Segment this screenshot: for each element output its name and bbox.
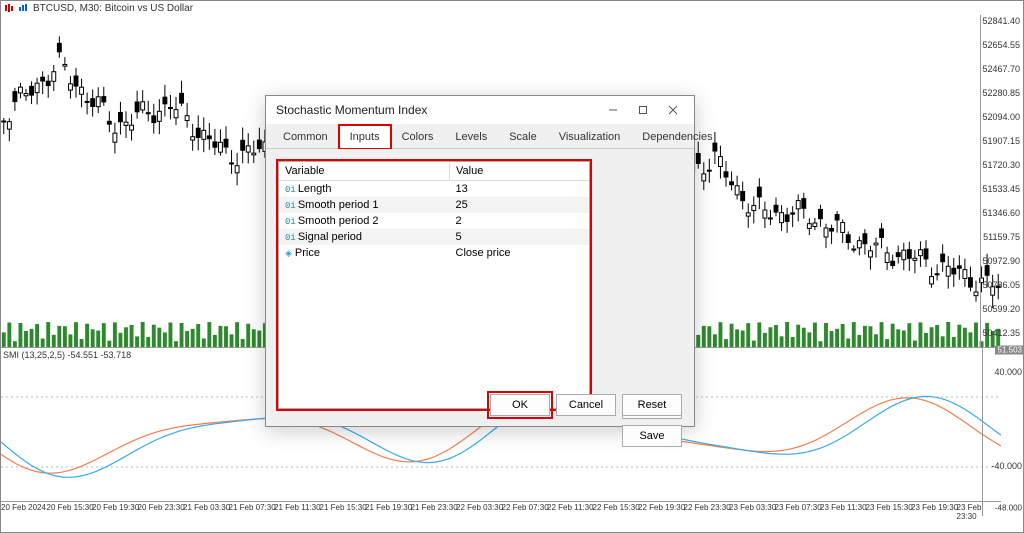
price-axis-current: 51.503 (995, 346, 1024, 355)
time-axis-label: 20 Feb 23:30 (138, 503, 185, 512)
close-button[interactable] (658, 99, 688, 121)
tab-visualization[interactable]: Visualization (548, 125, 632, 149)
time-axis-label: 21 Feb 15:30 (320, 503, 367, 512)
chart-title: BTCUSD, M30: Bitcoin vs US Dollar (33, 3, 193, 14)
time-axis-label: 23 Feb 15:30 (866, 503, 913, 512)
time-axis: 20 Feb 202420 Feb 15:3020 Feb 19:3020 Fe… (1, 501, 1001, 515)
variable-cell: 0iSignal period (279, 229, 450, 245)
smi-axis-label: -40.000 (991, 461, 1022, 471)
time-axis-label: 22 Feb 19:30 (638, 503, 685, 512)
price-axis-label: 51533.45 (982, 184, 1020, 194)
value-cell[interactable]: 5 (450, 229, 590, 245)
price-axis-label: 52094.00 (982, 112, 1020, 122)
smi-axis-label: 40.000 (994, 367, 1022, 377)
save-button[interactable]: Save (622, 425, 682, 447)
time-axis-label: 21 Feb 07:30 (229, 503, 276, 512)
time-axis-label: 21 Feb 23:30 (411, 503, 458, 512)
price-axis-label: 51720.30 (982, 160, 1020, 170)
time-axis-label: 22 Feb 23:30 (684, 503, 731, 512)
time-axis-label: 23 Feb 23:30 (957, 503, 1002, 521)
price-axis-label: 52280.85 (982, 88, 1020, 98)
tab-inputs[interactable]: Inputs (339, 125, 391, 149)
time-axis-label: 20 Feb 15:30 (47, 503, 94, 512)
table-row[interactable]: ◈PriceClose price (279, 245, 589, 261)
tab-levels[interactable]: Levels (444, 125, 498, 149)
dialog-titlebar[interactable]: Stochastic Momentum Index (266, 96, 694, 124)
dialog-tabs: CommonInputsColorsLevelsScaleVisualizati… (266, 124, 694, 149)
variable-cell: 0iSmooth period 2 (279, 213, 450, 229)
table-row[interactable]: 0iSmooth period 125 (279, 197, 589, 213)
value-cell[interactable]: 2 (450, 213, 590, 229)
chart-header: BTCUSD, M30: Bitcoin vs US Dollar (1, 1, 193, 15)
price-axis-label: 50412.35 (982, 328, 1020, 338)
table-row[interactable]: 0iSmooth period 22 (279, 213, 589, 229)
tab-scale[interactable]: Scale (498, 125, 548, 149)
time-axis-label: 21 Feb 11:30 (274, 503, 321, 512)
time-axis-label: 22 Feb 03:30 (456, 503, 503, 512)
price-axis-label: 52841.40 (982, 16, 1020, 26)
maximize-button[interactable] (628, 99, 658, 121)
price-axis-label: 50599.20 (982, 304, 1020, 314)
column-header-value: Value (450, 162, 590, 181)
price-axis-label: 50972.90 (982, 256, 1020, 266)
ok-button[interactable]: OK (490, 394, 550, 416)
column-header-variable: Variable (279, 162, 450, 181)
dialog-title: Stochastic Momentum Index (276, 103, 598, 117)
price-axis-label: 52654.55 (982, 40, 1020, 50)
variable-cell: 0iSmooth period 1 (279, 197, 450, 213)
time-axis-label: 21 Feb 03:30 (183, 503, 230, 512)
smi-label: SMI (13,25,2,5) -54.551 -53.718 (3, 350, 131, 360)
price-axis-label: 51159.75 (983, 232, 1020, 242)
price-axis-label: 51346.60 (982, 208, 1020, 218)
time-axis-label: 23 Feb 03:30 (729, 503, 776, 512)
indicator-settings-dialog: Stochastic Momentum Index CommonInputsCo… (265, 95, 695, 427)
time-axis-label: 23 Feb 11:30 (820, 503, 867, 512)
table-row[interactable]: 0iSignal period5 (279, 229, 589, 245)
table-row[interactable]: 0iLength13 (279, 181, 589, 198)
price-axis-label: 50786.05 (982, 280, 1020, 290)
time-axis-label: 21 Feb 19:30 (365, 503, 412, 512)
value-cell[interactable]: Close price (450, 245, 590, 261)
time-axis-label: 22 Feb 07:30 (502, 503, 549, 512)
price-axis: 52841.40 52654.55 52467.70 52280.85 52094.00… (980, 15, 1023, 347)
tab-common[interactable]: Common (272, 125, 339, 149)
time-axis-label: 20 Feb 19:30 (92, 503, 139, 512)
minimize-button[interactable] (598, 99, 628, 121)
chart-icon-2 (17, 3, 29, 13)
inputs-table[interactable]: Variable Value 0iLength130iSmooth period… (278, 161, 590, 409)
value-cell[interactable]: 13 (450, 181, 590, 198)
variable-cell: ◈Price (279, 245, 450, 261)
cancel-button[interactable]: Cancel (556, 394, 616, 416)
smi-axis: 51.503 40.000 -40.000 -48.000 (982, 348, 1024, 516)
dialog-body: Variable Value 0iLength130iSmooth period… (266, 149, 694, 385)
tab-colors[interactable]: Colors (391, 125, 445, 149)
price-axis-label: 51907.15 (982, 136, 1020, 146)
time-axis-label: 23 Feb 19:30 (911, 503, 958, 512)
chart-icon-1 (3, 3, 15, 13)
time-axis-label: 20 Feb 2024 (1, 503, 46, 512)
time-axis-label: 23 Feb 07:30 (775, 503, 822, 512)
reset-button[interactable]: Reset (622, 394, 682, 416)
value-cell[interactable]: 25 (450, 197, 590, 213)
footer-buttons: OK Cancel Reset (490, 394, 682, 416)
tab-dependencies[interactable]: Dependencies (631, 125, 723, 149)
time-axis-label: 22 Feb 11:30 (547, 503, 594, 512)
price-axis-label: 52467.70 (982, 64, 1020, 74)
variable-cell: 0iLength (279, 181, 450, 198)
time-axis-label: 22 Feb 15:30 (593, 503, 640, 512)
